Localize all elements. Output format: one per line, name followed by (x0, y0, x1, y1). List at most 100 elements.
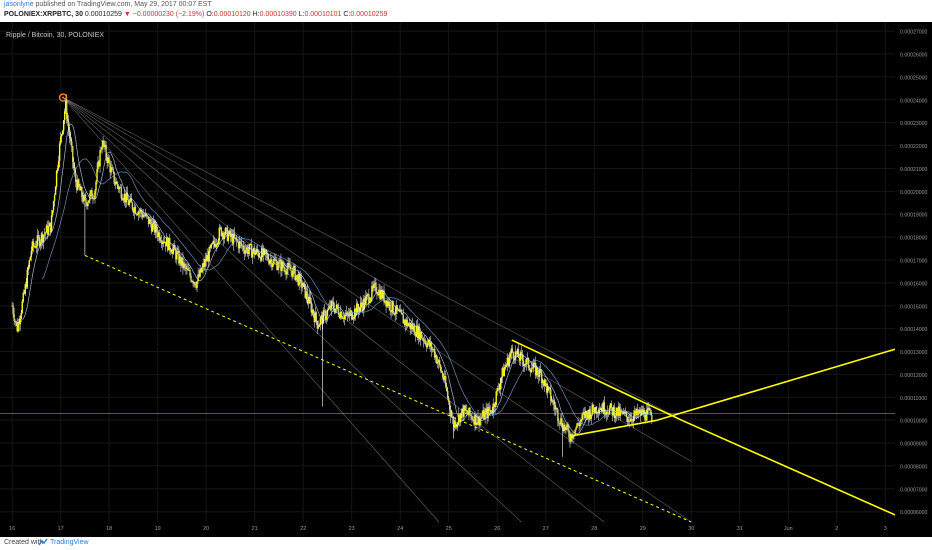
candle-body (534, 362, 537, 376)
candle-body (598, 409, 600, 414)
candle-body (199, 268, 201, 277)
candle-body (210, 243, 212, 248)
candle-body (510, 348, 513, 354)
price-tick-label: 0.00020000 (900, 190, 928, 196)
candle-body (46, 225, 49, 235)
candle-body (326, 310, 329, 317)
candle-body (473, 419, 475, 425)
fan-lines (62, 97, 692, 523)
price-tick-label: 0.00021000 (900, 167, 928, 173)
candle-body (211, 243, 213, 245)
candle-body (631, 420, 634, 422)
price-chart[interactable]: Ripple / Bitcoin, 30, POLONIEX 0.0002700… (0, 22, 932, 537)
candle-body (28, 260, 31, 268)
candle-body (401, 312, 403, 315)
candle-body (101, 146, 103, 150)
candle-body (516, 349, 519, 355)
candle-body (341, 318, 344, 319)
price-tick-label: 0.00013000 (900, 350, 928, 356)
candle-body (461, 408, 463, 414)
candle-body (560, 418, 562, 425)
time-tick-label: 2 (835, 526, 838, 532)
price-change: −0.00000230 (−2.19%) (132, 11, 205, 18)
candle-body (254, 252, 257, 255)
candle-body (190, 275, 192, 282)
candle-body (243, 250, 246, 254)
candle-body (463, 405, 465, 417)
candle-body (627, 420, 630, 422)
candle-body (639, 409, 641, 413)
candle-body (183, 263, 185, 268)
candle-body (469, 407, 471, 415)
candle-body (429, 342, 432, 347)
candle-body (318, 324, 321, 327)
candle-body (174, 244, 176, 251)
candle-body (88, 200, 90, 203)
candle-body (532, 362, 535, 368)
candle-body (307, 299, 309, 304)
time-tick-label: 24 (397, 526, 403, 532)
candle-body (633, 410, 636, 416)
candle-body (38, 237, 41, 246)
open-label: O: (206, 11, 214, 18)
candle-body (272, 264, 274, 267)
candle-body (312, 309, 314, 315)
candle-body (116, 181, 118, 186)
candle-body (325, 316, 328, 320)
price-tick-label: 0.00017000 (900, 258, 928, 264)
chart-area[interactable]: Ripple / Bitcoin, 30, POLONIEX 0.0002700… (0, 22, 932, 537)
candle-body (14, 321, 16, 322)
candle-body (407, 324, 409, 327)
candle-body (180, 256, 182, 266)
candle-body (355, 308, 357, 316)
author-link[interactable]: jasonlyne (4, 1, 34, 8)
candle-body (382, 290, 384, 299)
candle-body (249, 244, 252, 245)
candle-body (530, 368, 533, 373)
candle-body (517, 349, 520, 358)
candle-body (11, 305, 13, 307)
candle-body (294, 266, 296, 280)
candle-body (342, 318, 345, 319)
candle-body (151, 223, 154, 232)
price-tick-label: 0.00009000 (900, 442, 928, 448)
candle-body (597, 412, 599, 414)
candle-body (348, 312, 351, 317)
candle-body (79, 186, 81, 191)
candle-body (153, 221, 156, 233)
candle-body (230, 234, 233, 237)
candle-body (113, 171, 115, 184)
candle-body (445, 386, 448, 391)
candle-body (428, 340, 431, 347)
candle-body (138, 211, 141, 213)
candle-body (306, 291, 308, 300)
close-value: 0.00010259 (350, 11, 388, 18)
candle-body (317, 326, 320, 329)
candle-body (201, 267, 203, 273)
candle-body (194, 282, 196, 286)
published-text: published on TradingView.com, May 29, 20… (35, 1, 212, 8)
candle-body (98, 161, 100, 167)
candle-body (286, 268, 288, 275)
candle-body (241, 245, 244, 247)
candle-body (520, 352, 523, 355)
candle-body (83, 194, 85, 202)
candle-body (474, 414, 476, 425)
candle-body (287, 262, 289, 269)
candle-body (426, 343, 429, 348)
candle-body (123, 193, 126, 201)
candle-body (284, 267, 286, 273)
candle-body (181, 257, 183, 266)
candle-body (128, 201, 131, 206)
candle-body (114, 183, 116, 185)
candle-body (402, 314, 404, 324)
time-tick-label: 26 (494, 526, 500, 532)
candle-body (641, 409, 643, 416)
candle-body (95, 181, 97, 191)
candle-body (503, 368, 505, 377)
candle-body (247, 250, 250, 254)
candle-body (468, 407, 470, 415)
tradingview-brand[interactable]: TradingView (50, 539, 89, 546)
candle-body (545, 379, 547, 384)
candle-body (422, 338, 425, 342)
